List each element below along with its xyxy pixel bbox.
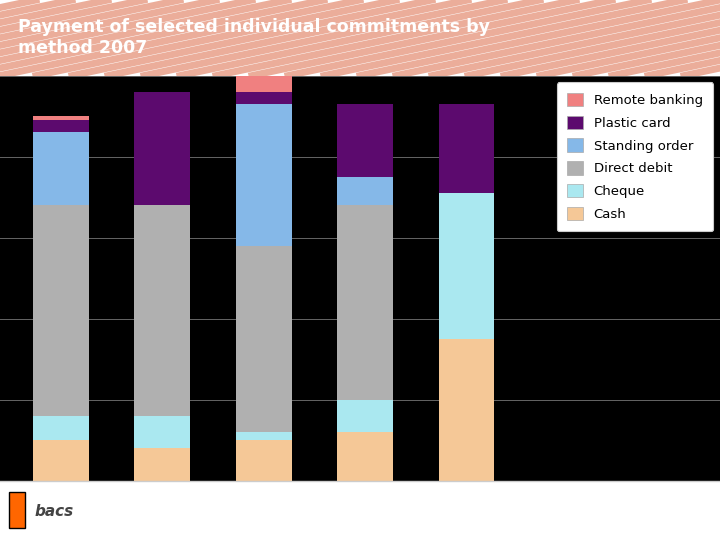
Bar [33, 440, 89, 481]
Bar [235, 92, 292, 104]
Bar [235, 440, 292, 481]
Bar [235, 246, 292, 432]
Bar [135, 416, 190, 448]
Text: Payment of selected individual commitments by
method 2007: Payment of selected individual commitmen… [18, 18, 490, 57]
Bar [135, 448, 190, 481]
Text: bacs: bacs [35, 504, 74, 519]
Bar [33, 205, 89, 416]
Bar [235, 104, 292, 246]
Bar [33, 120, 89, 132]
Bar [135, 92, 190, 205]
Bar [235, 432, 292, 440]
Bar [33, 416, 89, 440]
Bar [337, 205, 393, 400]
FancyBboxPatch shape [9, 492, 25, 528]
Legend: Remote banking, Plastic card, Standing order, Direct debit, Cheque, Cash: Remote banking, Plastic card, Standing o… [557, 82, 714, 232]
Bar [33, 132, 89, 205]
Bar [337, 104, 393, 177]
Bar [438, 339, 495, 481]
Bar [337, 432, 393, 481]
Bar [135, 205, 190, 416]
Bar [438, 104, 495, 193]
Bar [33, 116, 89, 120]
Bar [337, 400, 393, 432]
Bar [438, 193, 495, 339]
Bar [235, 59, 292, 92]
Bar [337, 177, 393, 205]
